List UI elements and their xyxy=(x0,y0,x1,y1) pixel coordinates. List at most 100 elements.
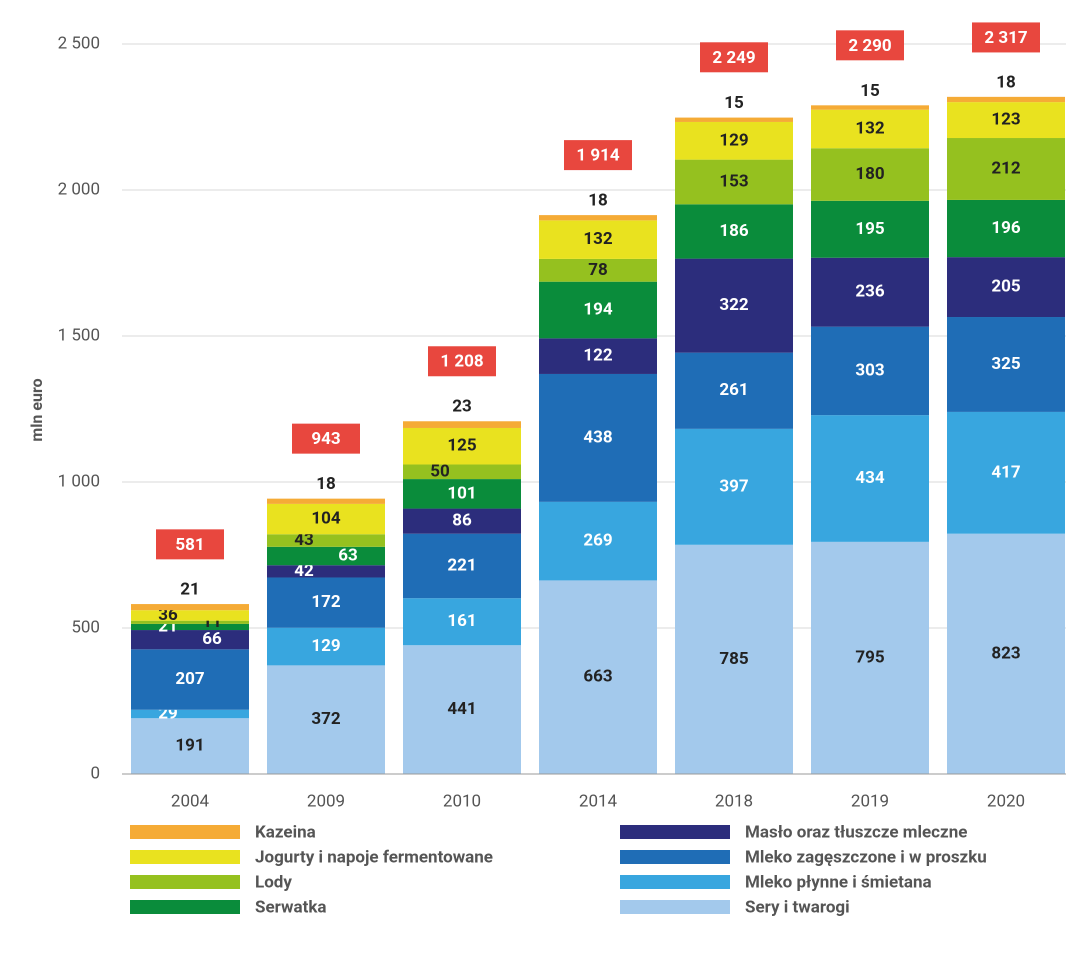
data-label: 42 xyxy=(294,561,314,581)
x-tick-label: 2019 xyxy=(851,791,889,811)
bar-segment xyxy=(403,464,521,480)
data-label: 303 xyxy=(855,360,884,380)
bar-segment xyxy=(131,604,249,611)
bar-segment xyxy=(947,533,1065,774)
bar-segment xyxy=(811,257,929,327)
y-tick-label: 2 000 xyxy=(58,179,100,199)
x-tick-label: 2018 xyxy=(715,791,753,811)
data-label: 325 xyxy=(991,354,1021,374)
total-label: 1 208 xyxy=(440,352,483,372)
bar-segment xyxy=(675,352,793,429)
bar-segment xyxy=(675,159,793,205)
bar-segment xyxy=(267,577,385,628)
data-label: 269 xyxy=(583,531,612,551)
bar-segment xyxy=(267,665,385,774)
data-label: 129 xyxy=(311,636,340,656)
bar-segment xyxy=(811,541,929,774)
bar-segment xyxy=(539,281,657,339)
bar-segment xyxy=(675,121,793,160)
y-tick-label: 1 500 xyxy=(58,325,100,345)
bar-segment xyxy=(267,627,385,666)
bar-segment xyxy=(267,534,385,547)
data-label: 161 xyxy=(447,611,476,631)
data-label: 129 xyxy=(719,130,748,150)
bar-segment xyxy=(675,544,793,774)
bar-segment xyxy=(267,546,385,566)
bar-segment xyxy=(947,199,1065,258)
bar-segment xyxy=(267,565,385,578)
data-label: 195 xyxy=(855,219,885,239)
legend-label: Masło oraz tłuszcze mleczne xyxy=(745,822,967,842)
y-tick-label: 0 xyxy=(90,763,100,783)
data-label: 122 xyxy=(583,346,613,366)
bar-segment xyxy=(131,620,249,624)
legend-label: Mleko zagęszczone i w proszku xyxy=(745,847,987,867)
legend-label: Kazeina xyxy=(255,822,316,842)
bar-segment xyxy=(539,580,657,774)
bar-segment xyxy=(539,220,657,259)
bar-segment xyxy=(539,258,657,282)
bar-segment xyxy=(539,501,657,581)
total-box xyxy=(564,140,632,171)
bar-segment xyxy=(131,718,249,774)
total-label: 2 290 xyxy=(848,36,891,56)
bar-segment xyxy=(403,533,521,599)
y-tick-label: 2 500 xyxy=(58,33,100,53)
x-tick-label: 2010 xyxy=(443,791,481,811)
data-label: 18 xyxy=(316,474,336,494)
data-label: 104 xyxy=(311,509,341,529)
bar-segment xyxy=(947,257,1065,318)
bar-segment xyxy=(947,102,1065,139)
data-label: 196 xyxy=(991,218,1021,238)
data-label: 78 xyxy=(588,260,608,280)
data-label: 132 xyxy=(583,229,613,249)
legend-swatch xyxy=(620,850,730,864)
data-label: 261 xyxy=(719,380,748,400)
legend-swatch xyxy=(130,825,240,839)
data-label: 63 xyxy=(338,546,358,566)
bar-segment xyxy=(539,215,657,221)
total-box xyxy=(972,22,1040,53)
data-label: 795 xyxy=(855,647,885,667)
bar-segment xyxy=(131,630,249,650)
data-label: 417 xyxy=(991,462,1021,482)
bar-segment xyxy=(811,415,929,542)
data-label: 123 xyxy=(991,110,1020,130)
legend-label: Jogurty i napoje fermentowane xyxy=(255,847,493,867)
legend-swatch xyxy=(130,900,240,914)
legend-label: Mleko płynne i śmietana xyxy=(745,872,932,892)
total-label: 943 xyxy=(311,429,340,449)
bar-segment xyxy=(131,623,249,631)
legend-swatch xyxy=(130,850,240,864)
data-label: 194 xyxy=(583,299,613,319)
bar-segment xyxy=(403,645,521,774)
y-tick-label: 1 000 xyxy=(58,471,100,491)
data-label: 18 xyxy=(588,191,608,211)
bar-segment xyxy=(947,411,1065,534)
data-label: 785 xyxy=(719,649,749,669)
x-tick-label: 2009 xyxy=(307,791,345,811)
bar-segment xyxy=(539,338,657,374)
bar-segment xyxy=(403,479,521,509)
bar-segment xyxy=(267,503,385,535)
total-label: 1 914 xyxy=(576,146,619,166)
data-label: 132 xyxy=(855,118,885,138)
x-tick-label: 2020 xyxy=(987,791,1025,811)
total-box xyxy=(292,423,360,454)
bar-segment xyxy=(947,138,1065,200)
data-label: 66 xyxy=(202,629,222,649)
x-tick-label: 2004 xyxy=(171,791,210,811)
bar-segment xyxy=(131,649,249,710)
bar-segment xyxy=(403,598,521,646)
bar-segment xyxy=(675,428,793,545)
bar-segment xyxy=(811,200,929,258)
data-label: 125 xyxy=(447,436,477,456)
bar-segment xyxy=(403,427,521,465)
data-label: 50 xyxy=(430,461,450,481)
total-box xyxy=(700,42,768,73)
data-label: 23 xyxy=(452,397,472,417)
legend-label: Serwatka xyxy=(255,897,327,917)
total-label: 2 249 xyxy=(712,48,755,68)
data-label: 207 xyxy=(175,669,205,689)
